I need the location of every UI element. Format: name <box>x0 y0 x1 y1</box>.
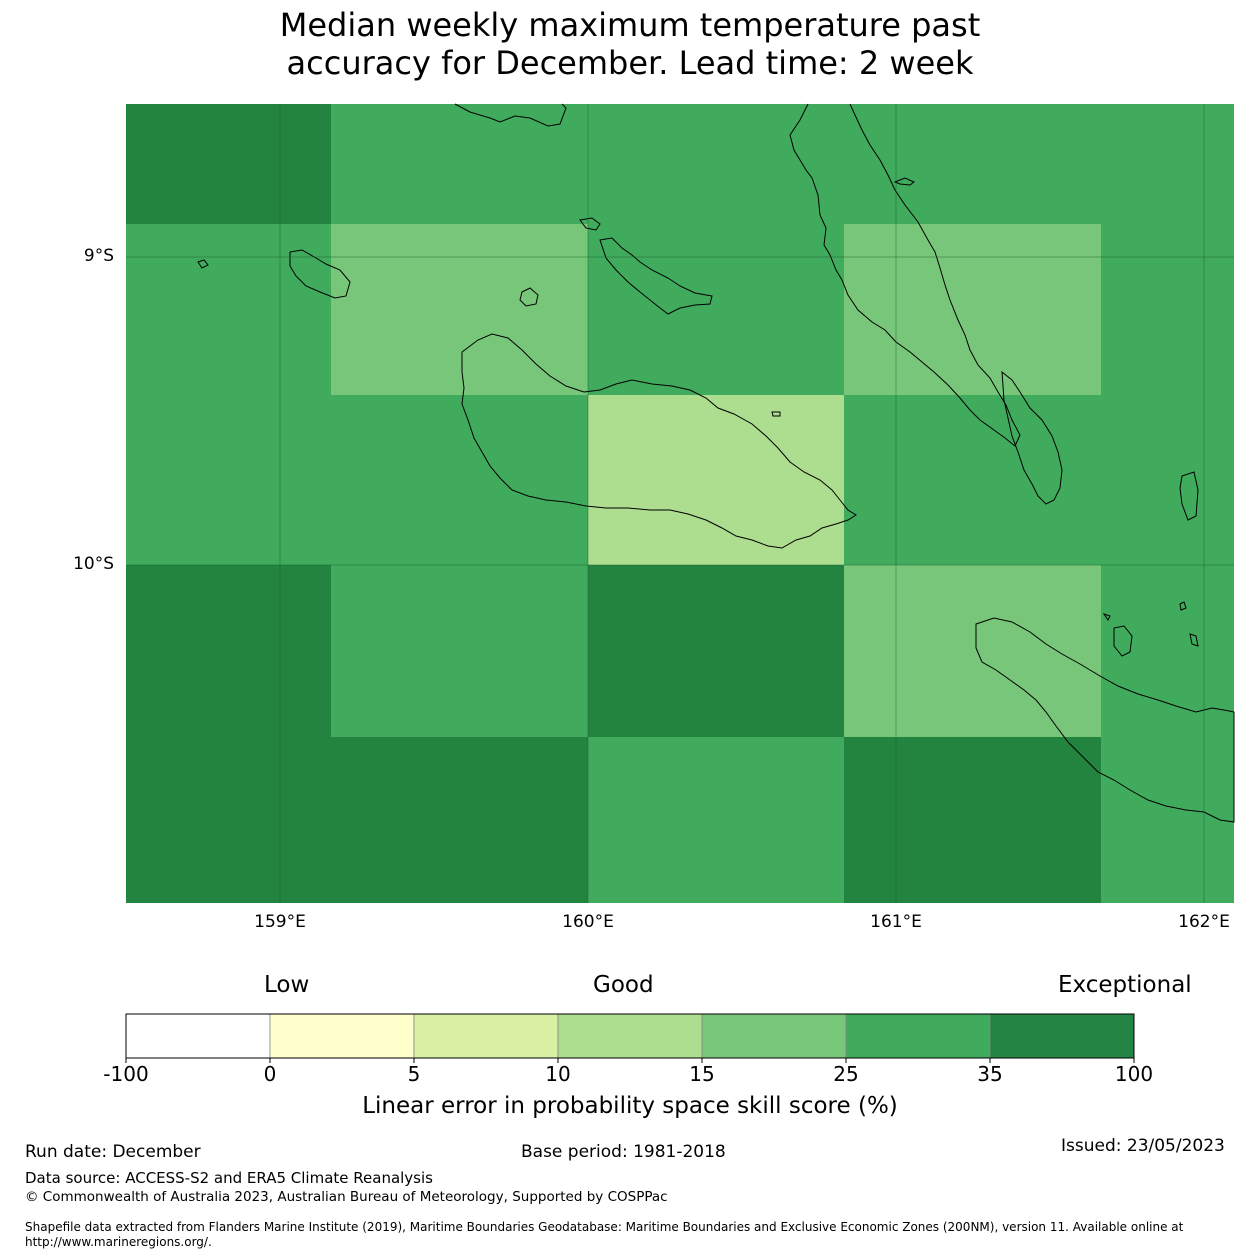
grid-cell <box>844 104 1101 224</box>
run-date: Run date: December <box>25 1142 201 1162</box>
shapefile-credit-line-1: Shapefile data extracted from Flanders M… <box>25 1220 1184 1234</box>
coastline-guadalcanal <box>461 333 857 549</box>
coastline-islet-a <box>893 177 915 186</box>
legend-category-low: Low <box>264 972 310 998</box>
coastline-islet-h <box>1102 613 1111 621</box>
coastline-islet-e <box>771 411 781 417</box>
coastline-makira <box>975 617 1235 823</box>
grid-cell <box>844 737 1101 903</box>
coastline-santa-isabel <box>789 103 1021 447</box>
lon-label-161e: 161°E <box>870 912 922 932</box>
grid-cell <box>588 395 844 565</box>
colorbar-tick-label: -100 <box>103 1062 149 1086</box>
colorbar-box <box>269 1013 415 1059</box>
coastline-north-island <box>454 103 567 127</box>
coastline-malaita <box>1001 370 1063 505</box>
grid-cell <box>126 104 331 224</box>
base-period: Base period: 1981-2018 <box>521 1142 726 1162</box>
grid-cell <box>1101 395 1234 565</box>
coastline-florida-islands <box>599 237 713 315</box>
data-source: Data source: ACCESS-S2 and ERA5 Climate … <box>25 1169 433 1187</box>
title-line-1: Median weekly maximum temperature past <box>279 6 981 44</box>
grid-cell <box>331 565 588 737</box>
title-line-2: accuracy for December. Lead time: 2 week <box>286 44 974 82</box>
grid-cell <box>331 224 588 395</box>
grid-cell <box>588 565 844 737</box>
coastline-islet-g <box>1113 625 1133 657</box>
coastlines <box>197 103 1235 823</box>
grid-cell <box>588 224 844 395</box>
lat-label-9s: 9°S <box>83 246 114 266</box>
coastline-russell-islands <box>289 249 351 299</box>
skill-map <box>126 103 1235 903</box>
coastline-islet-c <box>197 259 209 269</box>
grid-cell <box>844 224 1101 395</box>
grid-cell <box>331 395 588 565</box>
grid-cell <box>588 104 844 224</box>
colorbar-box <box>557 1013 703 1059</box>
legend-category-exceptional: Exceptional <box>1058 972 1192 998</box>
grid-cell <box>126 565 331 737</box>
issued-date: Issued: 23/05/2023 <box>1061 1136 1225 1156</box>
grid-cell <box>588 737 844 903</box>
shapefile-credit-line-2: http://www.marineregions.org/. <box>25 1235 212 1249</box>
grid-cell <box>126 737 331 903</box>
colorbar-box <box>845 1013 991 1059</box>
coastline-islet-j <box>1189 633 1199 647</box>
colorbar-box <box>701 1013 847 1059</box>
copyright: © Commonwealth of Australia 2023, Austra… <box>25 1189 668 1205</box>
coastline-islet-b <box>579 217 601 231</box>
colorbar-tick-label: 5 <box>407 1062 421 1086</box>
colorbar-box <box>125 1013 271 1059</box>
lon-label-162e: 162°E <box>1178 912 1230 932</box>
lat-label-10s: 10°S <box>73 554 114 574</box>
colorbar-box <box>989 1013 1135 1059</box>
grid-cell <box>331 104 588 224</box>
colorbar-tick-label: 25 <box>833 1062 859 1086</box>
grid-cell <box>844 565 1101 737</box>
colorbar-tick-label: 15 <box>689 1062 715 1086</box>
coastline-islet-i <box>1179 601 1187 611</box>
colorbar-tick-label: 0 <box>263 1062 277 1086</box>
graticule <box>126 104 1234 903</box>
colorbar-tick-label: 35 <box>977 1062 1003 1086</box>
skill-grid <box>126 104 1234 903</box>
colorbar-title: Linear error in probability space skill … <box>362 1093 898 1119</box>
grid-cell <box>1101 104 1234 224</box>
colorbar-box <box>413 1013 559 1059</box>
lon-label-160e: 160°E <box>562 912 614 932</box>
grid-cell <box>844 395 1101 565</box>
grid-cell <box>331 737 588 903</box>
colorbar-outline <box>125 1013 1135 1059</box>
grid-cell <box>126 224 331 395</box>
colorbar-tick-label: 10 <box>545 1062 571 1086</box>
grid-cell <box>1101 565 1234 737</box>
map-title: Median weekly maximum temperature past a… <box>0 6 1260 82</box>
grid-cell <box>1101 737 1234 903</box>
coastline-islet-d <box>519 287 539 307</box>
legend-category-good: Good <box>593 972 654 998</box>
colorbar-boxes <box>125 1013 1135 1063</box>
coastline-islet-f <box>1179 471 1199 521</box>
lon-label-159e: 159°E <box>254 912 306 932</box>
grid-cell <box>1101 224 1234 395</box>
colorbar-tick-label: 100 <box>1114 1062 1154 1086</box>
grid-cell <box>126 395 331 565</box>
